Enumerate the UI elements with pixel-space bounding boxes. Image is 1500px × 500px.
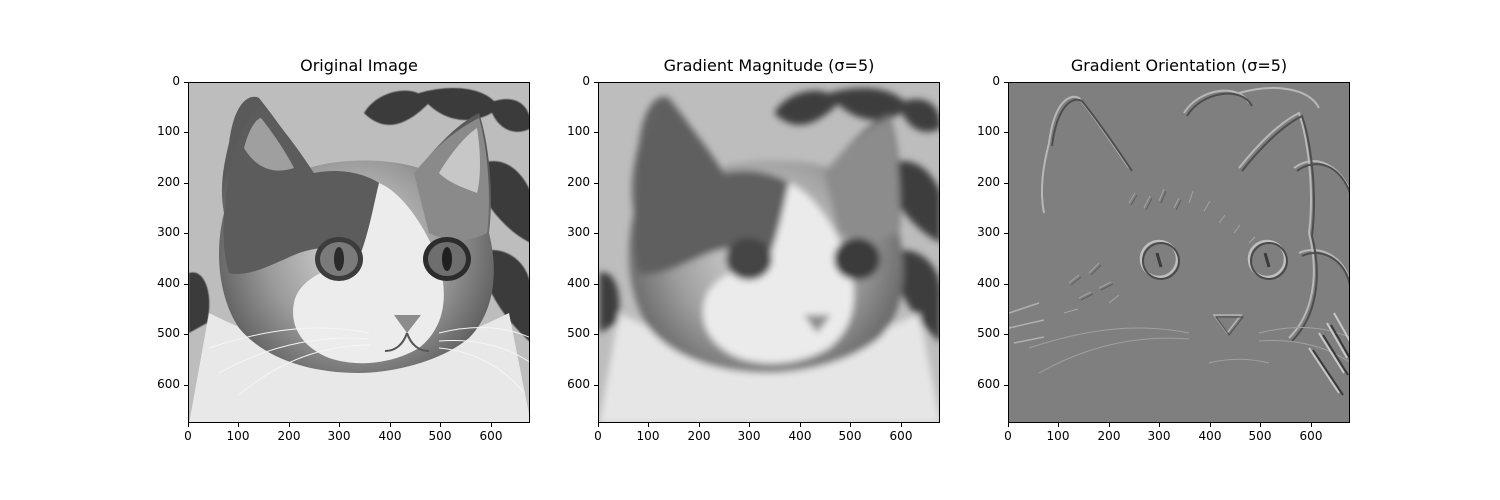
ytick-mark <box>1004 132 1008 133</box>
ytick-label: 300 <box>157 225 180 239</box>
xtick-mark <box>648 423 649 427</box>
xtick-label: 500 <box>838 429 862 443</box>
xtick-mark <box>598 423 599 427</box>
xtick-mark <box>289 423 290 427</box>
ytick-label: 200 <box>977 175 1000 189</box>
xtick-label: 600 <box>1299 429 1323 443</box>
xtick-label: 100 <box>636 429 660 443</box>
ytick-mark <box>1004 233 1008 234</box>
xtick-label: 400 <box>378 429 402 443</box>
cat-photo-original <box>189 83 529 422</box>
xtick-label: 0 <box>594 429 602 443</box>
ytick-mark <box>594 334 598 335</box>
xtick-label: 400 <box>788 429 812 443</box>
xtick-label: 0 <box>184 429 192 443</box>
ytick-label: 300 <box>567 225 590 239</box>
xtick-mark <box>749 423 750 427</box>
xtick-label: 500 <box>1248 429 1272 443</box>
ytick-mark <box>184 385 188 386</box>
ytick-mark <box>594 284 598 285</box>
image-gradient-orientation <box>1008 82 1350 423</box>
xtick-label: 200 <box>687 429 711 443</box>
ytick-label: 600 <box>977 377 1000 391</box>
ytick-label: 100 <box>157 124 180 138</box>
ytick-label: 0 <box>582 74 590 88</box>
ytick-label: 200 <box>157 175 180 189</box>
xtick-label: 200 <box>1097 429 1121 443</box>
ytick-label: 400 <box>157 276 180 290</box>
xtick-mark <box>1109 423 1110 427</box>
cat-edge-map <box>1009 83 1349 422</box>
panel-title: Original Image <box>300 56 418 75</box>
xtick-label: 600 <box>479 429 503 443</box>
ytick-label: 500 <box>567 326 590 340</box>
ytick-mark <box>184 284 188 285</box>
xtick-mark <box>491 423 492 427</box>
xtick-label: 200 <box>277 429 301 443</box>
ytick-mark <box>1004 82 1008 83</box>
image-original <box>188 82 530 423</box>
xtick-mark <box>1311 423 1312 427</box>
xtick-mark <box>1260 423 1261 427</box>
ytick-mark <box>1004 183 1008 184</box>
xtick-mark <box>1058 423 1059 427</box>
image-gradient-magnitude <box>598 82 940 423</box>
ytick-mark <box>594 233 598 234</box>
ytick-mark <box>594 385 598 386</box>
ytick-mark <box>184 233 188 234</box>
xtick-mark <box>850 423 851 427</box>
ytick-label: 100 <box>977 124 1000 138</box>
xtick-label: 300 <box>1147 429 1171 443</box>
xtick-mark <box>1008 423 1009 427</box>
xtick-mark <box>901 423 902 427</box>
xtick-mark <box>1210 423 1211 427</box>
xtick-mark <box>440 423 441 427</box>
cat-photo-blurred <box>599 83 939 422</box>
ytick-label: 600 <box>567 377 590 391</box>
xtick-label: 300 <box>737 429 761 443</box>
ytick-mark <box>184 334 188 335</box>
ytick-mark <box>1004 385 1008 386</box>
xtick-label: 600 <box>889 429 913 443</box>
ytick-label: 400 <box>567 276 590 290</box>
ytick-label: 200 <box>567 175 590 189</box>
ytick-mark <box>184 82 188 83</box>
xtick-mark <box>390 423 391 427</box>
xtick-label: 500 <box>428 429 452 443</box>
xtick-mark <box>800 423 801 427</box>
ytick-label: 600 <box>157 377 180 391</box>
xtick-label: 300 <box>327 429 351 443</box>
ytick-mark <box>594 82 598 83</box>
xtick-mark <box>1159 423 1160 427</box>
xtick-mark <box>238 423 239 427</box>
ytick-mark <box>184 183 188 184</box>
ytick-label: 0 <box>172 74 180 88</box>
xtick-label: 400 <box>1198 429 1222 443</box>
ytick-mark <box>594 183 598 184</box>
xtick-label: 100 <box>226 429 250 443</box>
ytick-label: 400 <box>977 276 1000 290</box>
ytick-mark <box>184 132 188 133</box>
ytick-label: 300 <box>977 225 1000 239</box>
ytick-label: 100 <box>567 124 590 138</box>
xtick-label: 0 <box>1004 429 1012 443</box>
ytick-label: 500 <box>977 326 1000 340</box>
ytick-label: 0 <box>992 74 1000 88</box>
xtick-mark <box>339 423 340 427</box>
ytick-label: 500 <box>157 326 180 340</box>
xtick-mark <box>188 423 189 427</box>
ytick-mark <box>1004 334 1008 335</box>
xtick-mark <box>699 423 700 427</box>
xtick-label: 100 <box>1046 429 1070 443</box>
ytick-mark <box>594 132 598 133</box>
panel-title: Gradient Magnitude (σ=5) <box>663 56 875 75</box>
panel-title: Gradient Orientation (σ=5) <box>1070 56 1288 75</box>
ytick-mark <box>1004 284 1008 285</box>
